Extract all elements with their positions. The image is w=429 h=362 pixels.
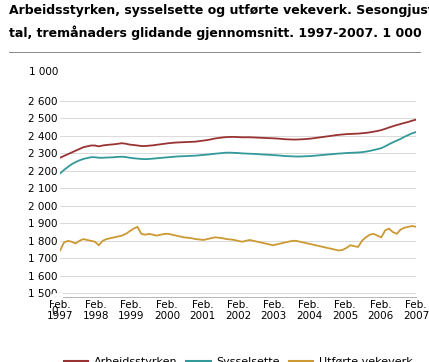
Text: 0: 0 [52, 306, 58, 316]
Text: Arbeidsstyrken, sysselsette og utførte vekeverk. Sesongjusterte: Arbeidsstyrken, sysselsette og utførte v… [9, 4, 429, 17]
Legend: Arbeidsstyrken, Sysselsette, Utførte vekeverk: Arbeidsstyrken, Sysselsette, Utførte vek… [59, 352, 417, 362]
Text: 1 000: 1 000 [29, 67, 58, 77]
Text: tal, tremånaders glidande gjennomsnitt. 1997-2007. 1 000: tal, tremånaders glidande gjennomsnitt. … [9, 25, 421, 40]
